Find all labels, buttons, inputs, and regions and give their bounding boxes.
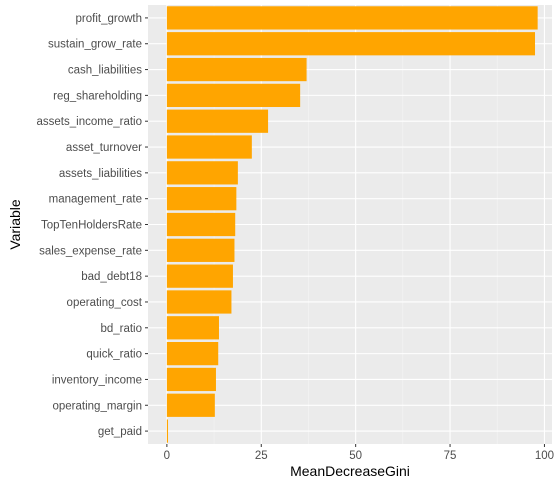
y-tick-label: profit_growth — [76, 13, 142, 25]
y-tick-label: sales_expense_rate — [39, 245, 142, 257]
y-tick-label: TopTenHoldersRate — [41, 220, 142, 232]
x-tick-label: 25 — [255, 450, 268, 462]
x-tick-label: 75 — [444, 450, 457, 462]
bar — [166, 161, 238, 185]
bar — [166, 316, 219, 340]
y-tick-label: operating_cost — [67, 297, 143, 309]
x-tick-label: 100 — [535, 450, 554, 462]
y-tick-label: management_rate — [49, 194, 142, 206]
x-tick-label: 50 — [349, 450, 362, 462]
y-tick-label: asset_turnover — [66, 142, 142, 154]
bar — [166, 135, 252, 159]
bar — [166, 238, 235, 262]
y-tick-label: cash_liabilities — [68, 65, 142, 77]
bars — [166, 6, 538, 443]
y-tick-label: assets_income_ratio — [37, 116, 142, 128]
bar — [166, 367, 216, 392]
y-tick-label: quick_ratio — [86, 349, 142, 361]
x-axis-title: MeanDecreaseGini — [290, 463, 410, 479]
bar — [166, 32, 536, 56]
bar — [166, 264, 233, 288]
x-tick-label: 0 — [164, 450, 170, 462]
bar — [166, 290, 232, 314]
y-tick-label: assets_liabilities — [59, 168, 142, 180]
bar — [166, 212, 236, 237]
y-tick-label: bd_ratio — [100, 323, 142, 335]
bar — [166, 109, 269, 133]
y-tick-label: sustain_grow_rate — [48, 39, 142, 51]
bar — [166, 393, 215, 417]
y-tick-label: inventory_income — [52, 374, 142, 386]
y-tick-marks — [145, 17, 148, 432]
y-tick-label: reg_shareholding — [53, 90, 142, 102]
bar — [166, 57, 307, 82]
x-tick-labels: 0 25 50 75 100 — [164, 450, 554, 462]
x-tick-marks — [166, 444, 545, 447]
bar — [166, 187, 237, 211]
bar — [166, 83, 301, 108]
bar — [166, 6, 538, 30]
bar — [166, 341, 219, 366]
y-tick-label: operating_margin — [52, 400, 142, 412]
y-tick-label: get_paid — [98, 426, 142, 438]
bar — [166, 419, 169, 443]
y-tick-labels: profit_growth sustain_grow_rate cash_liabi… — [37, 13, 143, 438]
y-tick-label: bad_debt18 — [81, 271, 142, 283]
y-axis-title: Variable — [7, 199, 23, 250]
